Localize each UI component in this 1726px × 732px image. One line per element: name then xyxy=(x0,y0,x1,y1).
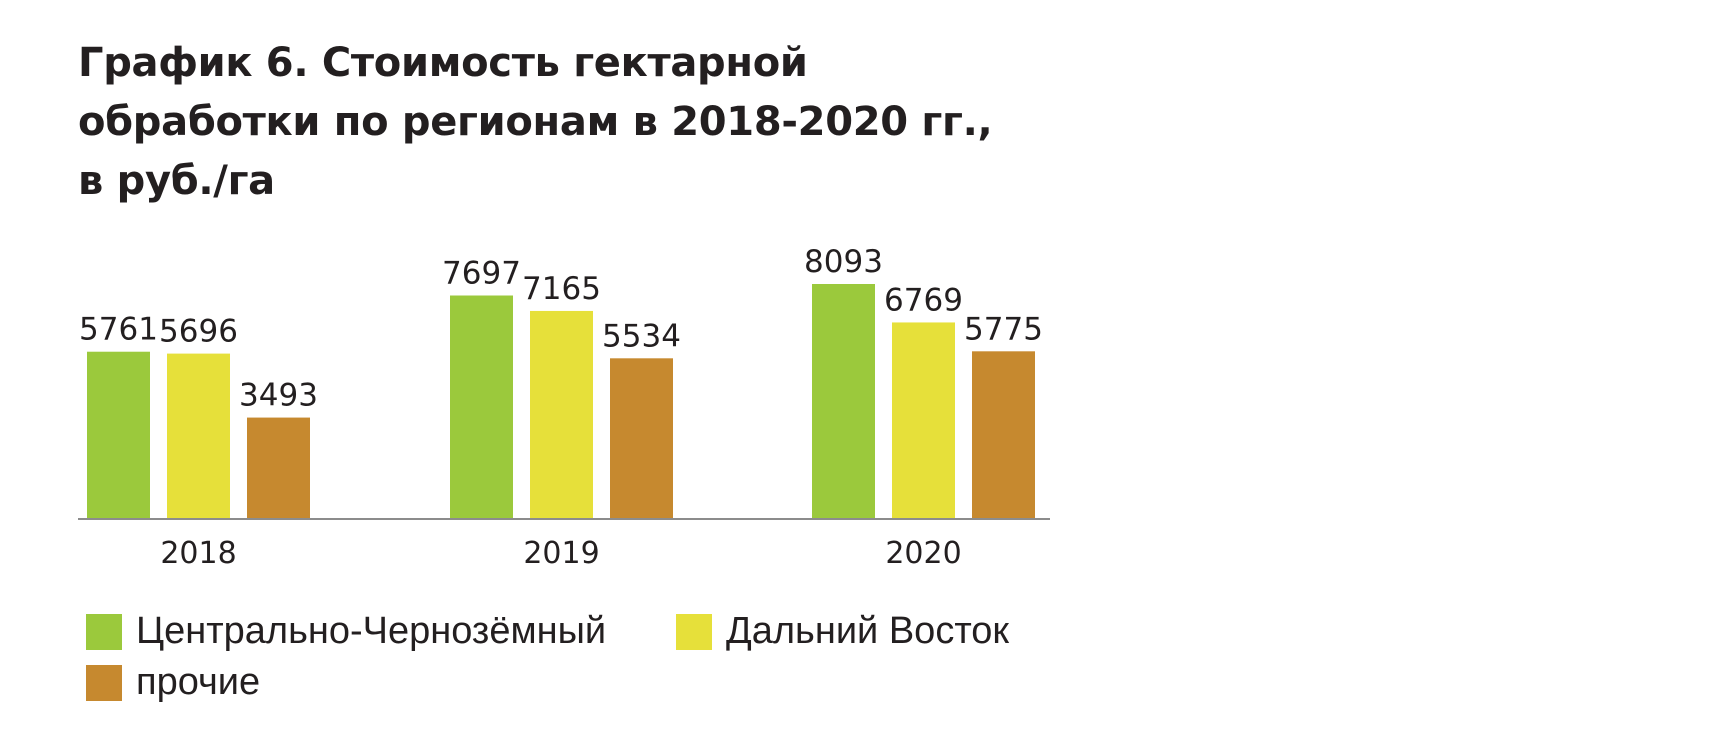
chart-area: 5761 5696 3493 2018 7697 7165 5534 2019 8093 6769… xyxy=(78,244,1050,571)
x-tick-label-2020: 2020 xyxy=(885,536,961,571)
bar-2019-series-1 xyxy=(450,295,513,519)
data-label-2019-series-3: 5534 xyxy=(602,318,681,354)
data-label-2020-series-2: 6769 xyxy=(884,282,963,318)
legend-item-chernozem: Центрально-Чернозёмный xyxy=(86,610,606,653)
data-label-2019-series-2: 7165 xyxy=(522,271,601,307)
bar-2018-series-1 xyxy=(87,351,150,519)
bar-2018-series-2 xyxy=(167,353,230,519)
data-label-2018-series-2: 5696 xyxy=(159,314,238,350)
legend-item-far-east: Дальний Восток xyxy=(676,610,1009,653)
data-label-2019-series-1: 7697 xyxy=(442,255,521,291)
legend-swatch-chernozem xyxy=(86,613,122,650)
bar-2018-series-3 xyxy=(247,417,310,519)
legend-swatch-far-east xyxy=(676,613,712,650)
data-label-2020-series-3: 5775 xyxy=(964,311,1043,347)
data-label-2018-series-3: 3493 xyxy=(239,378,318,414)
x-tick-label-2018: 2018 xyxy=(160,536,236,571)
chart-title-line-1: График 6. Стоимость гектарной xyxy=(78,40,808,86)
bar-2019-series-2 xyxy=(530,310,593,519)
x-tick-label-2019: 2019 xyxy=(523,536,599,571)
bar-2020-series-3 xyxy=(972,351,1035,519)
legend-label-other: прочие xyxy=(136,661,261,703)
legend-swatch-other xyxy=(86,664,122,701)
bar-2019-series-3 xyxy=(610,358,673,519)
bar-2020-series-2 xyxy=(892,322,955,519)
legend-label-chernozem: Центрально-Чернозёмный xyxy=(136,610,607,652)
chart-title-line-3: в руб./га xyxy=(78,158,275,204)
data-label-2018-series-1: 5761 xyxy=(79,312,158,348)
chart-title-line-2: обработки по регионам в 2018-2020 гг., xyxy=(78,99,993,145)
bar-2020-series-1 xyxy=(812,284,875,519)
data-label-2020-series-1: 8093 xyxy=(804,244,883,280)
legend-label-far-east: Дальний Восток xyxy=(726,610,1010,652)
legend-item-other: прочие xyxy=(86,661,260,704)
chart-title: График 6. Стоимость гектарной обработки … xyxy=(78,34,993,211)
